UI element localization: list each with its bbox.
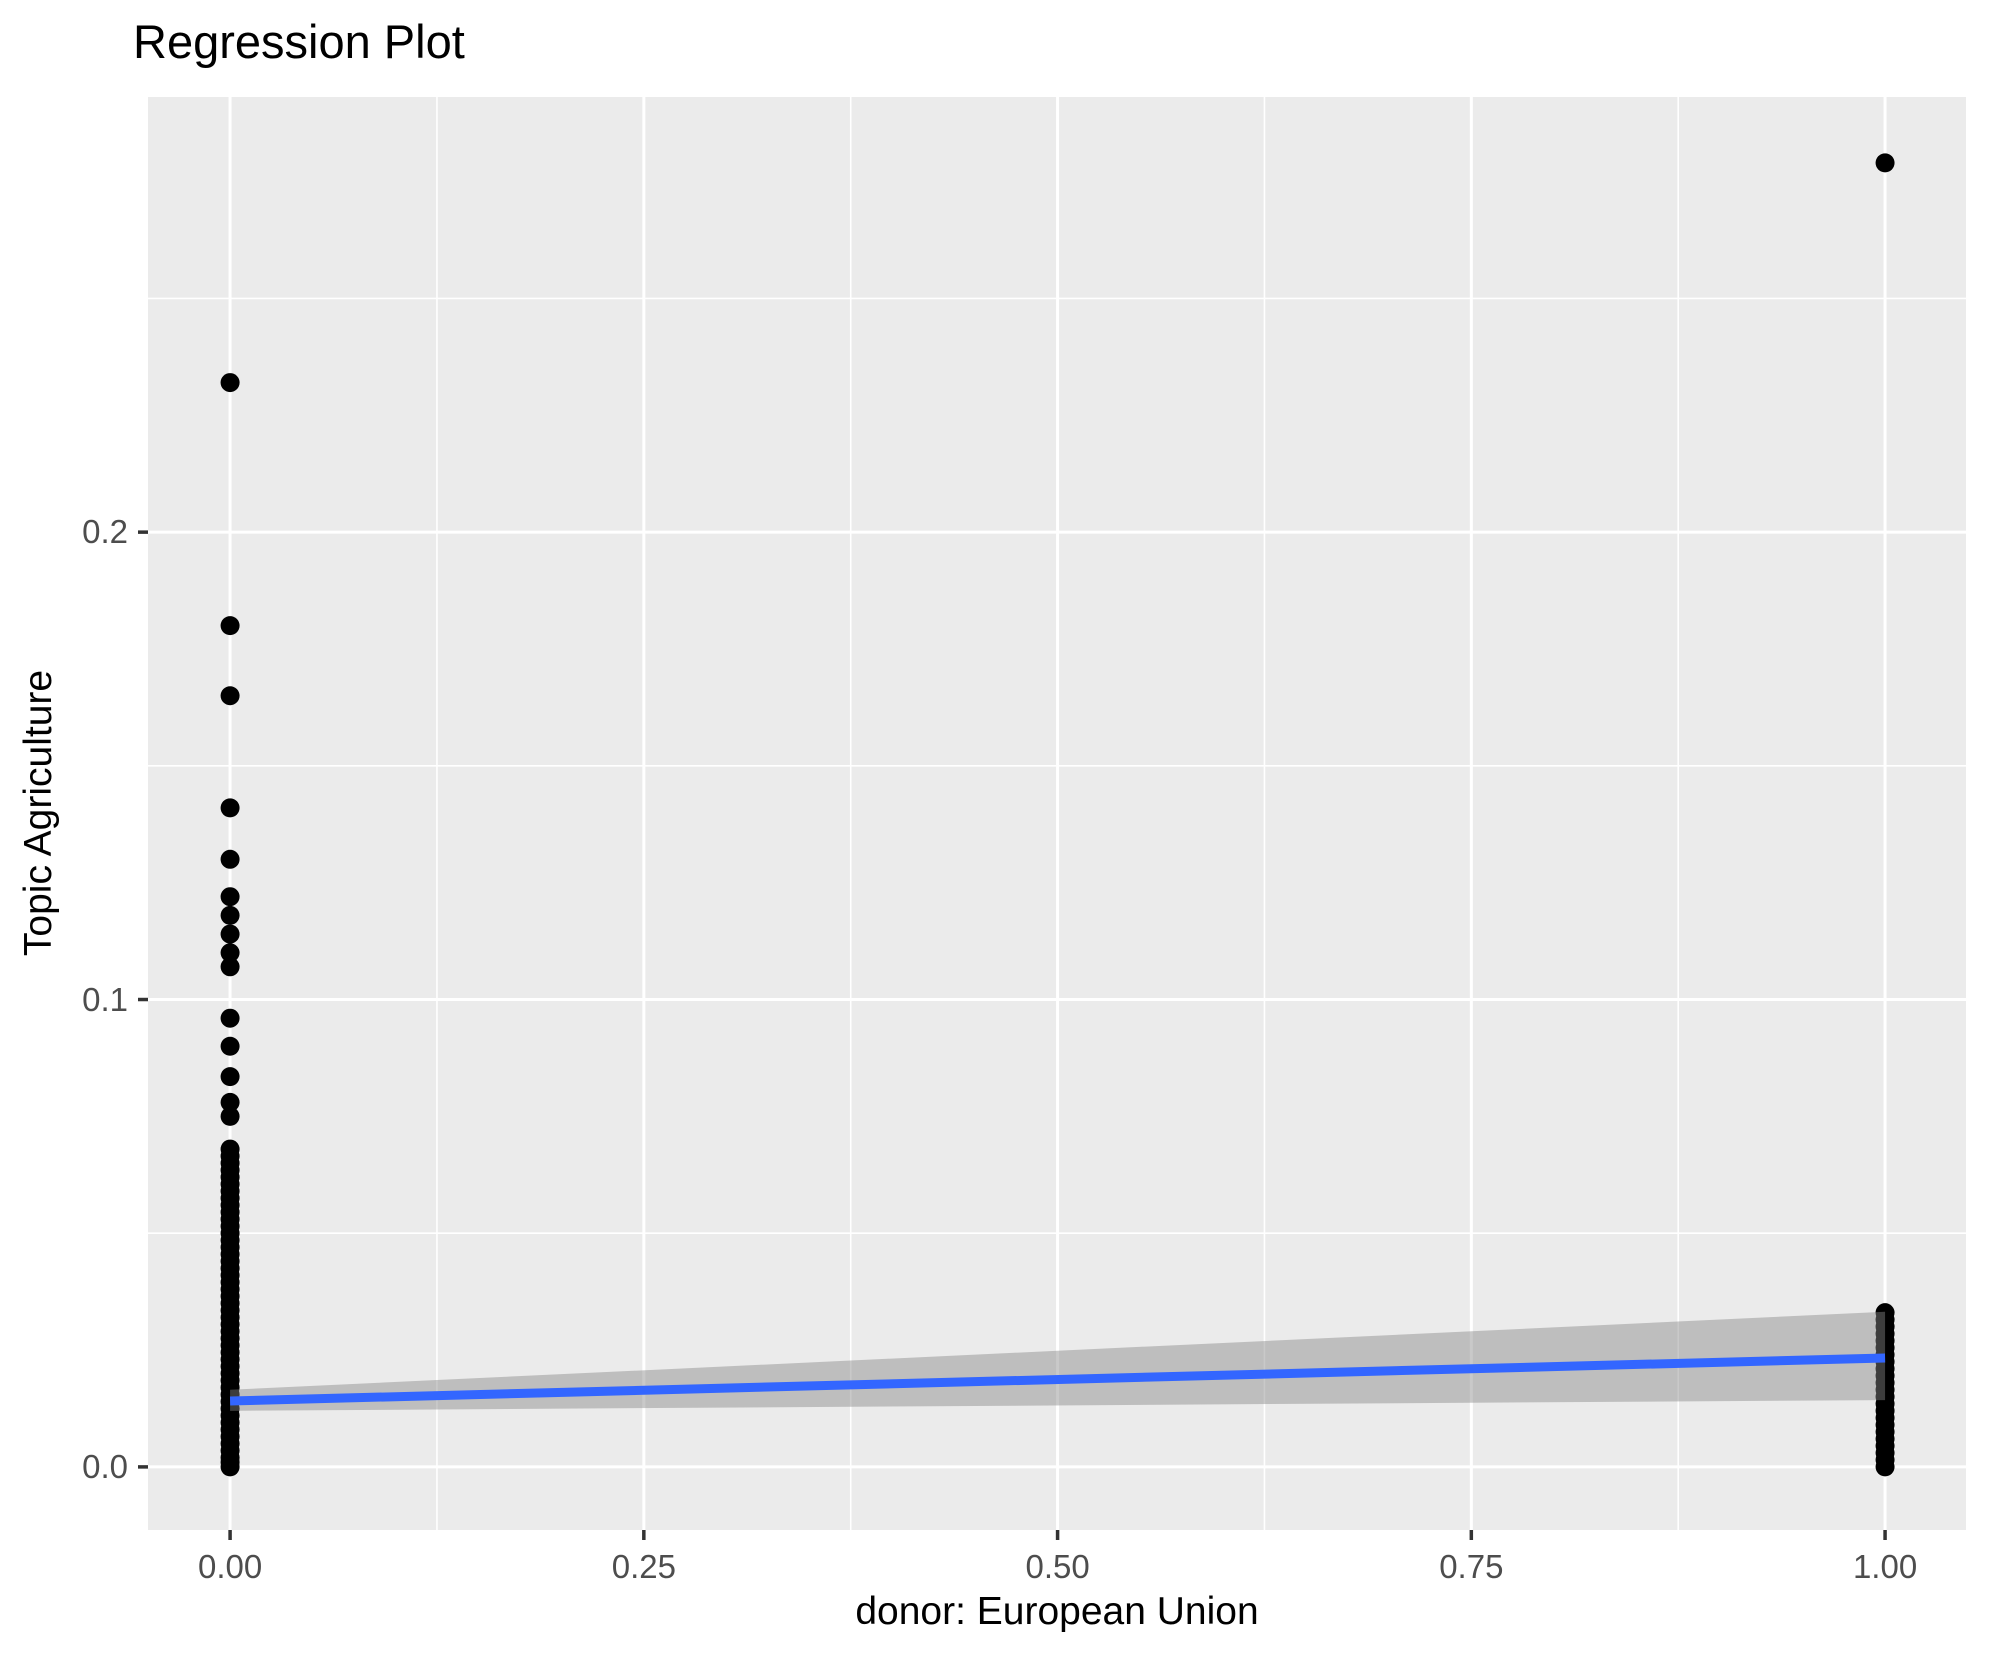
y-axis-title: Topic Agriculture (17, 669, 60, 957)
y-tick-label: 0.1 (82, 980, 128, 1018)
data-point (220, 616, 240, 636)
data-point (220, 1067, 240, 1087)
data-point (220, 1106, 240, 1126)
data-point (220, 686, 240, 706)
data-point (220, 1457, 240, 1477)
y-tick-label: 0.2 (82, 513, 128, 551)
data-point (220, 373, 240, 393)
x-tick-label: 0.00 (197, 1548, 263, 1585)
data-point (220, 798, 240, 818)
x-tick-label: 0.25 (611, 1548, 676, 1585)
data-point (220, 957, 240, 977)
y-tick-label: 0.0 (82, 1447, 128, 1485)
data-point (220, 849, 240, 869)
x-axis-title: donor: European Union (855, 1590, 1259, 1633)
data-point (220, 924, 240, 944)
x-tick-label: 0.50 (1025, 1548, 1090, 1585)
data-point (220, 887, 240, 907)
x-tick-label: 1.00 (1852, 1548, 1918, 1585)
plot-title: Regression Plot (133, 15, 465, 68)
data-point (220, 1008, 240, 1028)
regression-line (229, 1353, 1886, 1406)
data-point (220, 943, 240, 963)
data-point (220, 1036, 240, 1056)
data-point (220, 905, 240, 925)
data-point (1875, 1457, 1895, 1477)
x-tick-label: 0.75 (1439, 1548, 1504, 1585)
data-point (1875, 153, 1895, 173)
data-point (220, 1092, 240, 1112)
